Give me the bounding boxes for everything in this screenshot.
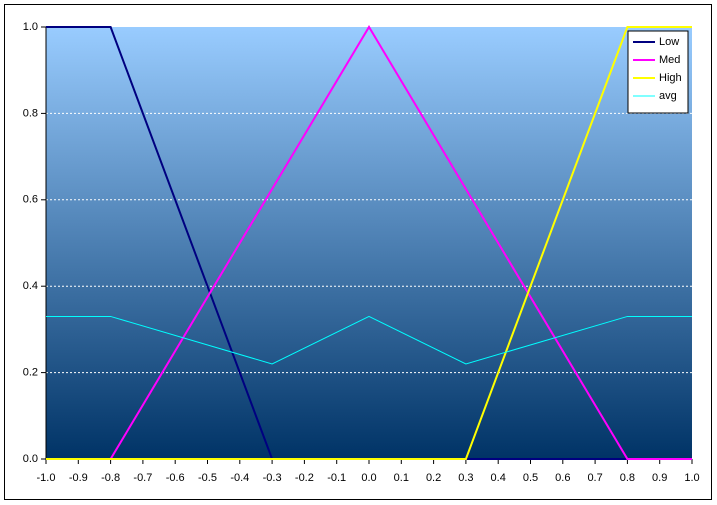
x-tick-label: -0.5 [198,472,217,484]
legend: Low Med High avg [627,30,689,114]
series-line [46,315,692,365]
x-tick-label: 0.5 [523,472,538,484]
x-tick-label: 0.2 [426,472,441,484]
y-tick-label: 0.4 [23,280,38,292]
series-line [46,26,692,460]
plot-area [46,27,692,459]
x-tick-label: 0.6 [555,472,570,484]
x-tick-label: 0.1 [394,472,409,484]
x-tick-label: -0.9 [69,472,88,484]
x-tick-label: -0.6 [166,472,185,484]
y-tick-label: 1.0 [23,21,38,33]
legend-box [627,30,689,114]
x-tick-label: -0.2 [295,472,314,484]
x-tick-label: -0.8 [101,472,120,484]
legend-label: avg [659,90,677,102]
legend-label: Med [659,54,680,66]
x-tick-label: 1.0 [684,472,699,484]
legend-label: High [659,72,682,84]
legend-label: Low [659,36,679,48]
x-tick-label: 0.0 [361,472,376,484]
x-tick-label: -0.1 [327,472,346,484]
x-tick-label: -0.7 [133,472,152,484]
x-tick-label: 0.3 [458,472,473,484]
x-tick-label: 0.4 [491,472,506,484]
x-tick-label: -0.4 [230,472,249,484]
y-tick-label: 0.0 [23,453,38,465]
x-tick-label: -1.0 [37,472,56,484]
y-tick-label: 0.8 [23,107,38,119]
x-tick-label: 0.9 [652,472,667,484]
x-tick-label: -0.3 [263,472,282,484]
y-tick-label: 0.2 [23,367,38,379]
x-tick-label: 0.8 [620,472,635,484]
y-tick-label: 0.6 [23,194,38,206]
x-tick-label: 0.7 [587,472,602,484]
